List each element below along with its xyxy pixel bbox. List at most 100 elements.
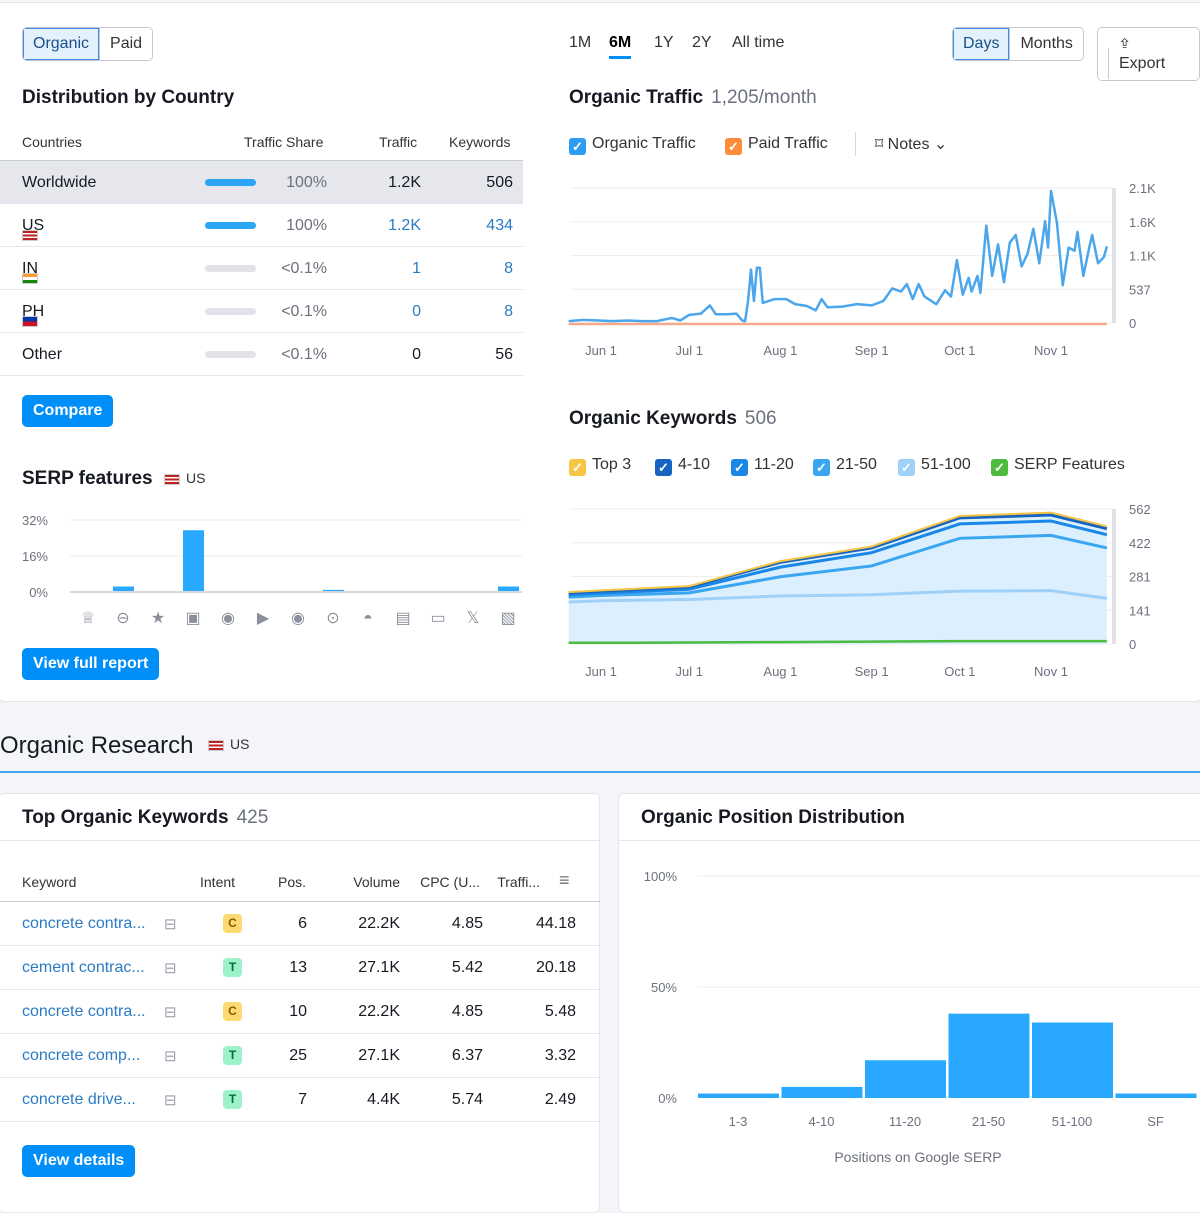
keywords-value: 56	[495, 346, 513, 363]
days-button[interactable]: Days	[953, 28, 1010, 60]
country-row[interactable]: US 100% 1.2K 434	[0, 204, 523, 247]
position-distribution-card	[618, 793, 1200, 1213]
x-tick-label: Jul 1	[676, 343, 703, 358]
checkbox-checked-icon: ✓	[655, 459, 672, 476]
traffic-value: 44.18	[535, 915, 576, 932]
y-tick-label: 1.6K	[1129, 215, 1156, 230]
period-2y[interactable]: 2Y	[692, 34, 712, 51]
y-tick-label: 0%	[658, 1091, 677, 1106]
keywords-value[interactable]: 8	[504, 260, 513, 277]
legend-11-20[interactable]: ✓ 11-20	[731, 456, 794, 476]
checkbox-checked-icon: ✓	[898, 459, 915, 476]
country-row[interactable]: Worldwide 100% 1.2K 506	[0, 161, 523, 204]
traffic-share-bar	[205, 351, 256, 358]
position-value: 10	[289, 1003, 307, 1020]
x-tick-label: 21-50	[972, 1114, 1005, 1129]
serp-snapshot-icon[interactable]: ⊟	[164, 960, 177, 977]
country-cell: PH	[22, 303, 45, 327]
position-bar-51-100	[1032, 1022, 1113, 1098]
traffic-value[interactable]: 0	[412, 303, 421, 320]
serp-features-chart: 0% 16% 32% ♕ ⊖ ★ ▣ ◉ ▶ ◉ ⊙ ◓ ▤ ▭ 𝕏 ▧	[22, 513, 522, 627]
checkbox-checked-icon: ✓	[725, 138, 742, 155]
serp-snapshot-icon[interactable]: ⊟	[164, 1092, 177, 1109]
col-pos[interactable]: Pos.	[278, 874, 307, 890]
serp-snapshot-icon[interactable]: ⊟	[164, 916, 177, 933]
col-volume[interactable]: Volume	[353, 874, 400, 890]
image-icon: ▣	[185, 610, 200, 627]
series-serp-features-line	[568, 639, 1107, 645]
col-intent[interactable]: Intent	[200, 874, 236, 890]
reviews-icon: ★	[151, 610, 165, 627]
legend-21-50[interactable]: ✓ 21-50	[813, 456, 877, 476]
sort-icon[interactable]: ≡	[559, 870, 570, 890]
legend-serp-features[interactable]: ✓ SERP Features	[991, 456, 1125, 476]
country-name: PH	[22, 303, 45, 320]
intent-badge: C	[223, 914, 242, 933]
traffic-value: 3.32	[544, 1047, 576, 1064]
legend-label: Organic Traffic	[592, 135, 696, 152]
tab-paid[interactable]: Paid	[99, 28, 153, 60]
legend-paid-traffic[interactable]: ✓ Paid Traffic	[725, 135, 828, 155]
tab-organic[interactable]: Organic	[23, 28, 100, 60]
keywords-value[interactable]: 8	[504, 303, 513, 320]
y-tick-label: 0%	[29, 585, 48, 600]
compare-button[interactable]: Compare	[22, 395, 114, 427]
country-row[interactable]: Other <0.1% 0 56	[0, 333, 523, 376]
keyword-link[interactable]: concrete comp...	[22, 1047, 141, 1064]
image-pack-icon: ▧	[500, 610, 515, 627]
serp-snapshot-icon[interactable]: ⊟	[164, 1048, 177, 1065]
keywords-value[interactable]: 434	[486, 217, 513, 234]
traffic-value[interactable]: 1.2K	[388, 217, 421, 234]
period-1y[interactable]: 1Y	[654, 34, 674, 51]
traffic-value: 20.18	[535, 959, 576, 976]
cpc-value: 6.37	[451, 1047, 483, 1064]
col-cpcu[interactable]: CPC (U...	[420, 874, 480, 890]
keyword-row[interactable]: concrete contra... ⊟ C 6 22.2K 4.85 44.18	[0, 902, 600, 946]
country-row[interactable]: PH <0.1% 0 8	[0, 290, 523, 333]
traffic-share: 100%	[286, 174, 327, 191]
legend-51-100[interactable]: ✓ 51-100	[898, 456, 971, 476]
keywords-area	[568, 512, 1107, 644]
keywords-title: Organic Keywords 506	[569, 408, 777, 430]
legend-top-3[interactable]: ✓ Top 3	[569, 456, 631, 476]
divider	[0, 901, 600, 902]
view-details-button[interactable]: View details	[22, 1145, 136, 1177]
keyword-row[interactable]: cement contrac... ⊟ T 13 27.1K 5.42 20.18	[0, 946, 600, 990]
keyword-link[interactable]: cement contrac...	[22, 959, 145, 976]
volume-value: 22.2K	[358, 1003, 400, 1020]
series-51-100-line	[568, 589, 1108, 604]
keyword-row[interactable]: concrete drive... ⊟ T 7 4.4K 5.74 2.49	[0, 1078, 600, 1122]
period-6m[interactable]: 6M	[609, 34, 632, 59]
y-tick-label: 0	[1129, 316, 1136, 331]
notes-dropdown[interactable]: ⌑ Notes ⌄	[875, 134, 947, 154]
export-button[interactable]: ⇪ Export	[1097, 27, 1200, 81]
position-bar-4-10	[781, 1086, 863, 1098]
serp-bar-sitelinks	[113, 586, 134, 591]
x-tick-label: Jun 1	[585, 343, 617, 358]
months-button[interactable]: Months	[1009, 28, 1083, 60]
col-traffic: Traffic	[379, 134, 418, 150]
keyword-link[interactable]: concrete contra...	[22, 1003, 146, 1020]
position-value: 7	[298, 1091, 307, 1108]
legend-4-10[interactable]: ✓ 4-10	[655, 456, 710, 476]
keyword-link[interactable]: concrete drive...	[22, 1091, 136, 1108]
view-full-report-button[interactable]: View full report	[22, 648, 160, 680]
y-tick-label: 1.1K	[1129, 249, 1156, 264]
serp-country-label: US	[186, 470, 206, 486]
serp-snapshot-icon[interactable]: ⊟	[164, 1004, 177, 1021]
country-row[interactable]: IN <0.1% 1 8	[0, 247, 523, 290]
traffic-value[interactable]: 1	[412, 260, 421, 277]
granularity-toggle: Days Months	[952, 27, 1084, 61]
col-keyword[interactable]: Keyword	[22, 874, 77, 890]
keyword-link[interactable]: concrete contra...	[22, 915, 146, 932]
period-all-time[interactable]: All time	[732, 34, 785, 51]
position-bar-21-50	[948, 1013, 1030, 1098]
us-flag-icon	[22, 230, 38, 241]
period-1m[interactable]: 1M	[569, 34, 592, 51]
x-tick-label: 51-100	[1052, 1114, 1092, 1129]
keyword-row[interactable]: concrete contra... ⊟ C 10 22.2K 4.85 5.48	[0, 990, 600, 1034]
col-traffic-share: Traffic Share	[244, 134, 324, 150]
legend-organic-traffic[interactable]: ✓ Organic Traffic	[569, 135, 696, 155]
keyword-row[interactable]: concrete comp... ⊟ T 25 27.1K 6.37 3.32	[0, 1034, 600, 1078]
col-traffi[interactable]: Traffi...	[497, 874, 540, 890]
